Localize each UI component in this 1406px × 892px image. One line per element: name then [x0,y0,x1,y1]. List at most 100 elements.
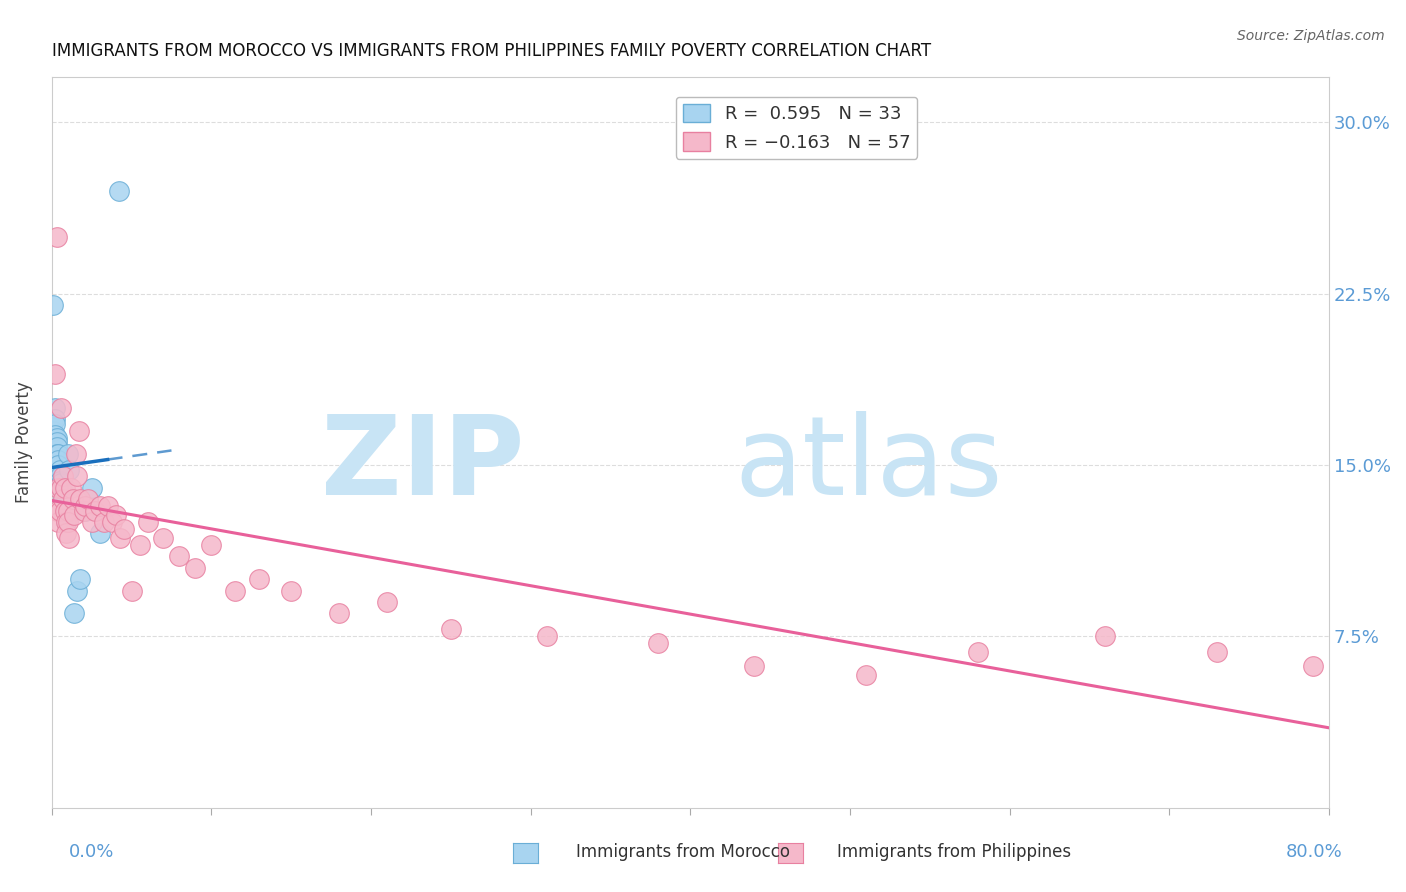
Point [46,481,69,495]
Point [55,526,77,541]
Point [45,503,67,517]
Point [44,412,66,426]
Text: IMMIGRANTS FROM MOROCCO VS IMMIGRANTS FROM PHILIPPINES FAMILY POVERTY CORRELATIO: IMMIGRANTS FROM MOROCCO VS IMMIGRANTS FR… [52,42,931,60]
Point [62,492,84,507]
Point [46,515,69,529]
Point [53,481,76,495]
Point [48,469,70,483]
Point [45,435,67,450]
Point [97,499,120,513]
Point [536,629,558,643]
Point [42,412,65,426]
Point [69,572,91,586]
Point [75,503,97,517]
Point [89,526,111,541]
Point [51,401,73,415]
Point [46,458,69,472]
Point [77,492,100,507]
Point [136,515,159,529]
Point [65,446,87,460]
Text: Immigrants from Philippines: Immigrants from Philippines [837,843,1071,861]
Point [59,503,82,517]
Point [55,515,77,529]
Text: atlas: atlas [735,410,1004,517]
Point [855,668,877,682]
Point [44,417,66,431]
Point [67,424,90,438]
Point [742,659,765,673]
Legend: R =  0.595   N = 33, R = −0.163   N = 57: R = 0.595 N = 33, R = −0.163 N = 57 [676,96,918,159]
Point [51,476,73,491]
Point [42,424,65,438]
Point [328,607,350,621]
Point [46,453,69,467]
Point [48,462,70,476]
Point [51,481,73,495]
Point [440,623,463,637]
Point [56,446,79,460]
Point [58,462,80,476]
Point [45,229,67,244]
Point [107,184,129,198]
Point [128,538,150,552]
Point [104,508,127,523]
Point [966,645,988,659]
Point [280,583,302,598]
Text: 0.0%: 0.0% [69,843,114,861]
Point [44,401,66,415]
Point [101,515,124,529]
Point [1094,629,1116,643]
Point [647,636,669,650]
Point [45,446,67,460]
Point [80,515,103,529]
Point [1206,645,1229,659]
Point [83,503,105,517]
Point [42,298,65,312]
Point [200,538,222,552]
Point [53,503,76,517]
Point [45,431,67,445]
Point [55,515,77,529]
Point [224,583,246,598]
Point [44,428,66,442]
Point [169,549,191,564]
Point [52,469,75,483]
Point [48,503,70,517]
Point [93,515,115,529]
Point [51,481,73,495]
Point [52,492,75,507]
Y-axis label: Family Poverty: Family Poverty [15,381,32,503]
Point [52,485,75,500]
Text: ZIP: ZIP [321,410,524,517]
Point [52,492,75,507]
Point [59,481,82,495]
Point [58,531,80,545]
Point [66,583,89,598]
Point [112,522,135,536]
Point [375,595,398,609]
Text: Immigrants from Morocco: Immigrants from Morocco [576,843,790,861]
Point [247,572,270,586]
Point [1302,659,1324,673]
Point [73,503,96,517]
Point [44,367,66,381]
Point [184,560,207,574]
Point [63,607,86,621]
Text: 80.0%: 80.0% [1286,843,1343,861]
Point [69,492,91,507]
Point [56,515,79,529]
Point [152,531,174,545]
Point [45,440,67,454]
Point [46,446,69,460]
Text: Source: ZipAtlas.com: Source: ZipAtlas.com [1237,29,1385,43]
Point [63,508,86,523]
Point [66,469,89,483]
Point [89,499,111,513]
Point [56,503,79,517]
Point [121,583,143,598]
Point [48,474,70,488]
Point [53,503,76,517]
Point [75,499,97,513]
Point [110,531,132,545]
Point [80,481,103,495]
